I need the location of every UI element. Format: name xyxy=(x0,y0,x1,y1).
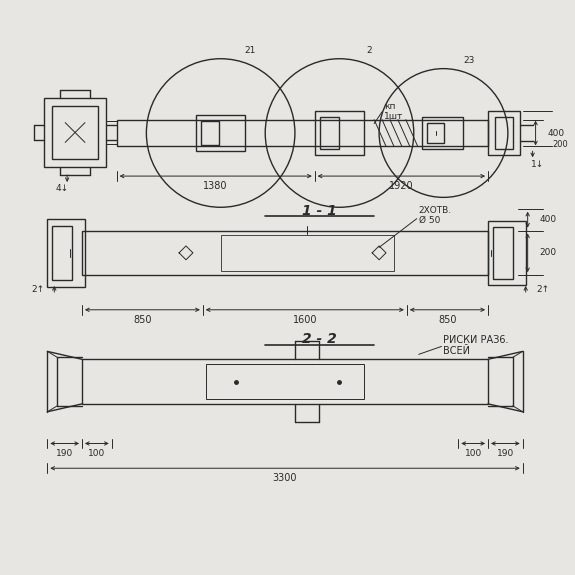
Text: 850: 850 xyxy=(133,315,152,325)
Text: 3300: 3300 xyxy=(273,473,297,483)
Bar xyxy=(427,123,444,143)
Bar xyxy=(47,218,85,287)
Text: 200: 200 xyxy=(539,248,557,258)
Text: 400: 400 xyxy=(539,215,557,224)
Text: 4↓: 4↓ xyxy=(56,185,69,193)
Bar xyxy=(421,117,463,149)
Text: 190: 190 xyxy=(56,449,73,458)
Bar xyxy=(488,111,520,155)
Bar xyxy=(196,115,246,151)
Bar xyxy=(206,364,364,399)
Text: 2 - 2: 2 - 2 xyxy=(302,332,337,347)
Bar xyxy=(44,98,106,167)
Text: 1600: 1600 xyxy=(293,315,317,325)
Text: 2↑: 2↑ xyxy=(31,285,44,294)
Text: РИСКИ РАЗ6.
ВСЕЙ: РИСКИ РАЗ6. ВСЕЙ xyxy=(443,335,509,356)
Text: 100: 100 xyxy=(88,449,105,458)
Text: 850: 850 xyxy=(438,315,457,325)
Bar xyxy=(320,117,339,149)
Bar xyxy=(493,227,513,279)
Text: 2↑: 2↑ xyxy=(536,285,549,294)
Bar xyxy=(52,225,72,280)
Text: 1380: 1380 xyxy=(204,181,228,191)
Bar xyxy=(52,106,98,159)
Text: 1920: 1920 xyxy=(389,181,413,191)
Bar xyxy=(117,120,488,147)
Text: 100: 100 xyxy=(465,449,482,458)
Text: кп
1шт: кп 1шт xyxy=(384,102,404,121)
Bar xyxy=(488,221,526,285)
Text: 2ХОТВ.
Ø 50: 2ХОТВ. Ø 50 xyxy=(419,206,452,225)
Bar xyxy=(315,111,364,155)
Bar xyxy=(82,231,488,275)
Text: 1↓: 1↓ xyxy=(531,160,544,168)
Text: 1 - 1: 1 - 1 xyxy=(302,204,337,218)
Bar xyxy=(201,121,218,145)
Text: 2: 2 xyxy=(366,47,372,55)
Text: 190: 190 xyxy=(497,449,514,458)
Text: 200: 200 xyxy=(553,140,568,149)
Text: 23: 23 xyxy=(463,56,475,65)
Text: 400: 400 xyxy=(547,128,565,137)
Bar xyxy=(221,235,394,271)
Bar xyxy=(495,117,513,149)
Bar xyxy=(82,359,488,404)
Text: 21: 21 xyxy=(245,47,256,55)
